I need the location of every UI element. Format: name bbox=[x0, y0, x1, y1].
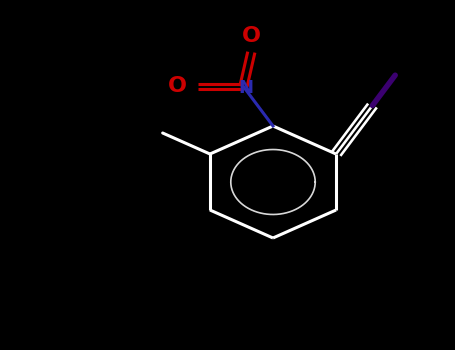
Text: O: O bbox=[242, 26, 261, 46]
Text: O: O bbox=[167, 76, 187, 96]
Text: N: N bbox=[238, 79, 253, 97]
